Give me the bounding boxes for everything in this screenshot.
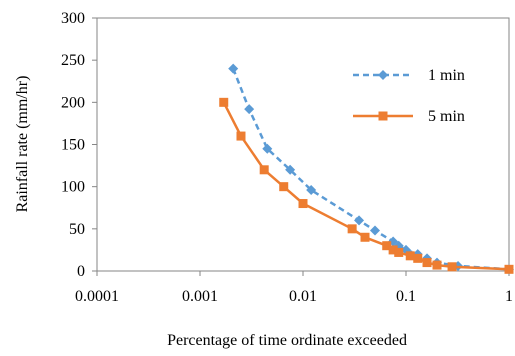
- data-point: [369, 225, 380, 236]
- series-layer: [219, 63, 514, 275]
- data-point: [244, 104, 255, 115]
- legend-item: 1 min: [353, 67, 465, 84]
- x-tick-label: 1: [505, 288, 513, 305]
- x-axis-ticks: 0.0001 0.001 0.01 0.1 1: [75, 271, 513, 305]
- plot-frame: [96, 17, 510, 272]
- data-point: [236, 131, 246, 141]
- legend-item: 5 min: [353, 108, 465, 125]
- y-tick-label: 100: [61, 179, 85, 196]
- y-tick-label: 200: [61, 94, 85, 111]
- data-point: [394, 247, 404, 257]
- y-axis-ticks: 0 50 100 150 200 250 300: [61, 10, 97, 280]
- data-point: [262, 143, 273, 154]
- data-point: [422, 258, 432, 268]
- data-point: [306, 185, 317, 196]
- legend-marker: [378, 70, 388, 80]
- data-point: [347, 224, 357, 234]
- y-tick-label: 50: [69, 221, 85, 238]
- y-tick-label: 150: [61, 137, 85, 154]
- data-point: [354, 215, 365, 226]
- x-tick-label: 0.1: [396, 288, 416, 305]
- data-point: [432, 260, 442, 270]
- data-point: [219, 97, 229, 107]
- legend-label: 1 min: [428, 67, 465, 84]
- x-tick-label: 0.01: [289, 288, 317, 305]
- data-point: [405, 251, 415, 261]
- legend: 1 min 5 min: [353, 67, 465, 125]
- y-tick-label: 250: [61, 52, 85, 69]
- y-axis-title: Rainfall rate (mm/hr): [14, 76, 31, 213]
- data-point: [388, 245, 398, 255]
- y-tick-label: 300: [61, 10, 85, 27]
- data-point: [447, 262, 457, 272]
- legend-marker: [378, 111, 388, 121]
- data-point: [413, 253, 423, 263]
- series-line: [222, 101, 510, 271]
- data-point: [259, 165, 269, 175]
- x-tick-label: 0.001: [182, 288, 218, 305]
- data-point: [228, 63, 239, 74]
- data-point: [504, 264, 514, 274]
- data-point: [360, 232, 370, 242]
- series-1-min: [228, 63, 514, 275]
- data-point: [382, 241, 392, 251]
- x-axis-title: Percentage of time ordinate exceeded: [167, 332, 407, 349]
- data-point: [279, 182, 289, 192]
- y-tick-label: 0: [77, 263, 85, 280]
- series-5-min: [219, 97, 514, 274]
- legend-label: 5 min: [428, 108, 465, 125]
- data-point: [298, 199, 308, 209]
- x-tick-label: 0.0001: [75, 288, 119, 305]
- plot-area: [96, 17, 510, 272]
- data-point: [285, 164, 296, 175]
